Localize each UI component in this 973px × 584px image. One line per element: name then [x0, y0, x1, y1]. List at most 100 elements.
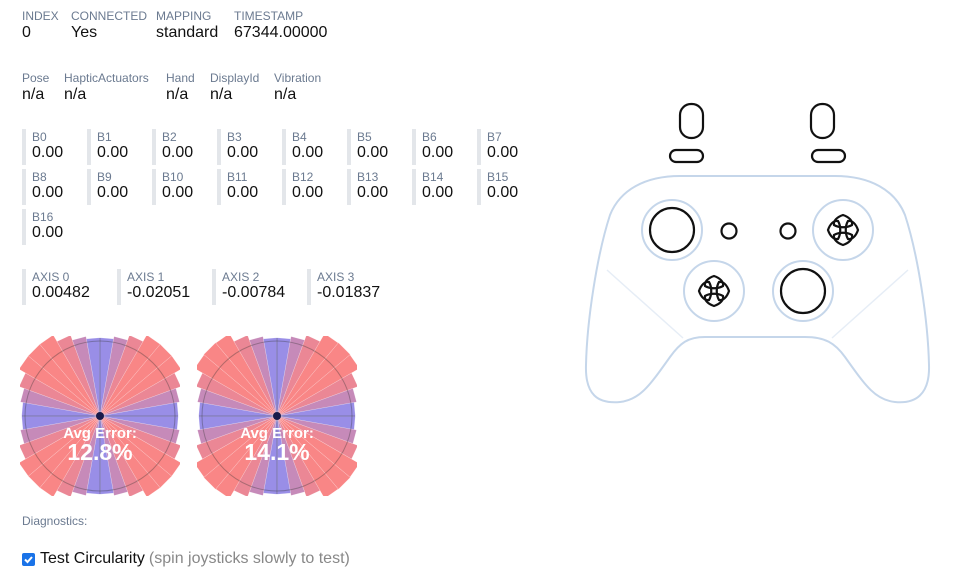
button-up[interactable] — [703, 274, 725, 290]
field-value: n/a — [274, 86, 297, 103]
avg-error-value: 14.1% — [244, 439, 310, 465]
field-label: B9 — [97, 170, 112, 184]
field-value: 0.00 — [97, 184, 129, 201]
error-wedge — [249, 415, 278, 496]
checkbox-checked-icon[interactable] — [22, 552, 35, 566]
button-b4: B4 0.00 — [282, 129, 323, 165]
field-value: 0.00 — [97, 144, 129, 161]
button-b8: B8 0.00 — [22, 169, 63, 205]
field-label: AXIS 2 — [222, 270, 260, 284]
field-label: B0 — [32, 130, 47, 144]
field-value: -0.02051 — [127, 284, 191, 301]
error-wedge — [27, 415, 101, 489]
field-value: 0.00 — [227, 184, 259, 201]
field-value: 0.00 — [292, 144, 324, 161]
button-b7: B7 0.00 — [477, 129, 518, 165]
error-wedge — [21, 402, 101, 417]
error-wedge — [203, 342, 278, 417]
field-label: B15 — [487, 170, 509, 184]
info-timestamp: TIMESTAMP 67344.00000 — [234, 9, 327, 43]
button-b1: B1 0.00 — [87, 129, 128, 165]
diagnostics-label: Diagnostics: — [22, 514, 88, 528]
field-value: standard — [156, 24, 219, 41]
controller-body-outline — [584, 175, 931, 404]
button-b16: B16 0.00 — [22, 209, 63, 245]
error-wedge — [20, 415, 101, 444]
field-label: B8 — [32, 170, 47, 184]
reference-circle — [201, 340, 353, 492]
field-value: Yes — [71, 24, 98, 41]
field-value: n/a — [64, 86, 87, 103]
field-label: AXIS 0 — [32, 270, 70, 284]
left-bumper[interactable] — [668, 148, 705, 164]
extra-vibration: Vibration n/a — [274, 71, 321, 105]
field-value: 0.00 — [487, 144, 519, 161]
right-bumper[interactable] — [810, 148, 847, 164]
test-circularity-checkbox[interactable]: Test Circularity (spin joysticks slowly … — [22, 550, 350, 568]
field-label: Pose — [22, 71, 50, 85]
field-label: Vibration — [274, 71, 322, 85]
stick-position-dot — [96, 412, 104, 420]
field-label: TIMESTAMP — [234, 9, 304, 23]
field-value: n/a — [22, 86, 45, 103]
info-connected: CONNECTED Yes — [71, 9, 147, 43]
extra-displayid: DisplayId n/a — [210, 71, 259, 105]
field-label: MAPPING — [156, 9, 212, 23]
error-wedge — [197, 354, 278, 417]
field-label: Hand — [166, 71, 195, 85]
extra-pose: Pose n/a — [22, 71, 49, 105]
left-stick[interactable] — [648, 206, 696, 254]
right-avg-error: Avg Error: 14.1% — [197, 426, 357, 464]
field-value: 67344.00000 — [234, 24, 328, 41]
field-value: n/a — [166, 86, 189, 103]
field-value: 0.00 — [422, 144, 454, 161]
button-down[interactable] — [703, 292, 725, 308]
error-wedge — [276, 372, 357, 417]
field-value: 0.00 — [357, 144, 389, 161]
error-wedge — [249, 336, 278, 417]
field-label: B4 — [292, 130, 307, 144]
button-right[interactable] — [715, 280, 731, 302]
field-value: 0.00 — [32, 144, 64, 161]
right-stick[interactable] — [779, 267, 827, 315]
field-label: INDEX — [22, 9, 59, 23]
avg-error-label: Avg Error: — [63, 425, 137, 442]
select-button[interactable] — [720, 222, 738, 240]
face-buttons[interactable] — [826, 213, 860, 247]
error-wedge — [203, 415, 278, 490]
field-label: CONNECTED — [71, 9, 148, 23]
field-label: B11 — [227, 170, 248, 184]
field-value: 0 — [22, 24, 31, 41]
field-label: B6 — [422, 130, 437, 144]
field-label: DisplayId — [210, 71, 260, 85]
right-stick-circularity-chart — [197, 336, 357, 496]
button-left[interactable] — [697, 280, 713, 302]
button-left[interactable] — [826, 219, 842, 241]
start-button[interactable] — [779, 222, 797, 240]
left-trigger[interactable] — [678, 102, 705, 140]
error-wedge — [276, 402, 356, 417]
error-wedge — [20, 415, 101, 477]
field-label: AXIS 1 — [127, 270, 165, 284]
field-label: B10 — [162, 170, 184, 184]
dpad[interactable] — [697, 274, 731, 308]
avg-error-label: Avg Error: — [240, 425, 314, 442]
button-right[interactable] — [844, 219, 860, 241]
button-b11: B11 0.00 — [217, 169, 258, 205]
field-value: -0.01837 — [317, 284, 381, 301]
grip-line-left — [606, 269, 684, 339]
field-value: -0.00784 — [222, 284, 286, 301]
field-label: HapticActuators — [64, 71, 149, 85]
extra-hand: Hand n/a — [166, 71, 195, 105]
button-down[interactable] — [832, 231, 854, 247]
button-b14: B14 0.00 — [412, 169, 453, 205]
right-trigger[interactable] — [809, 102, 836, 140]
error-wedge — [20, 372, 101, 417]
field-value: 0.00 — [32, 184, 64, 201]
error-wedge — [39, 415, 101, 496]
axis-1: AXIS 1 -0.02051 — [117, 269, 190, 305]
button-up[interactable] — [832, 213, 854, 229]
button-b10: B10 0.00 — [152, 169, 193, 205]
left-avg-error: Avg Error: 12.8% — [20, 426, 180, 464]
reference-circle — [24, 340, 176, 492]
